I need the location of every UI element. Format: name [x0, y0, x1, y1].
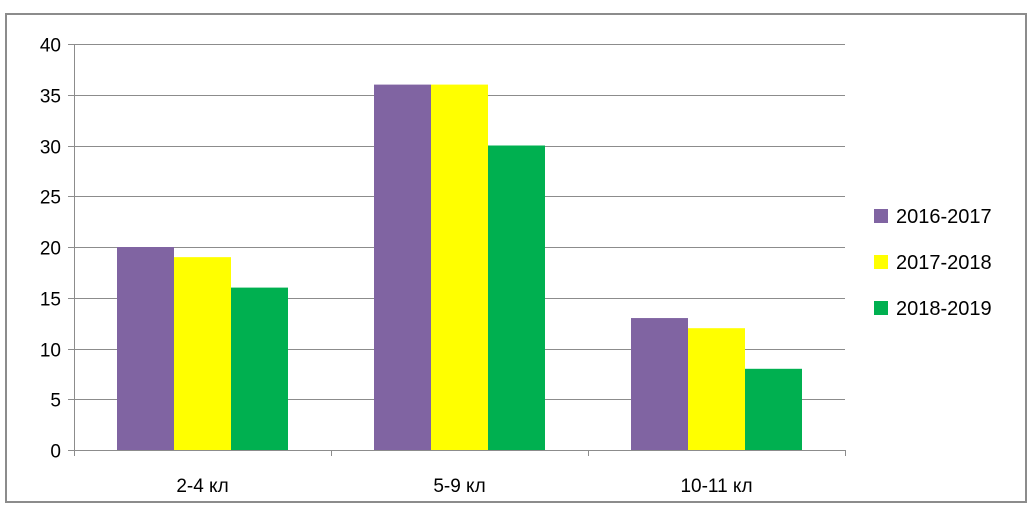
bar-2017-2018-10-11-кл	[688, 328, 745, 450]
bar-2017-2018-5-9-кл	[431, 84, 488, 450]
y-tick-label: 40	[40, 36, 61, 57]
y-tick-label: 35	[40, 87, 61, 108]
bars	[117, 84, 802, 450]
x-tick-label: 5-9 кл	[433, 476, 485, 497]
bar-2016-2017-10-11-кл	[631, 318, 688, 450]
y-axis-tick-labels: 0 5 10 15 20 25 30 35 40	[40, 36, 61, 463]
y-tick-label: 15	[40, 290, 61, 311]
x-axis-tick-labels: 2-4 кл 5-9 кл 10-11 кл	[176, 476, 752, 497]
y-tick-label: 0	[50, 442, 61, 463]
bar-2018-2019-2-4-кл	[231, 287, 288, 450]
bar-2017-2018-2-4-кл	[174, 257, 231, 450]
y-tick-label: 20	[40, 239, 61, 260]
bar-2016-2017-5-9-кл	[374, 84, 431, 450]
y-tick-label: 30	[40, 138, 61, 159]
legend-label: 2018-2019	[896, 298, 992, 320]
legend-label: 2017-2018	[896, 252, 992, 274]
bar-2018-2019-10-11-кл	[745, 368, 802, 450]
legend: 2016-2017 2017-2018 2018-2019	[874, 206, 992, 320]
legend-swatch	[874, 255, 888, 269]
bar-2018-2019-5-9-кл	[488, 145, 545, 450]
y-tick-label: 25	[40, 188, 61, 209]
y-tick-label: 5	[50, 391, 61, 412]
y-tick-label: 10	[40, 341, 61, 362]
legend-swatch	[874, 301, 888, 315]
legend-label: 2016-2017	[896, 206, 992, 228]
x-tick-label: 10-11 кл	[680, 476, 752, 497]
bar-2016-2017-2-4-кл	[117, 247, 174, 450]
x-tick-label: 2-4 кл	[176, 476, 228, 497]
axes	[68, 44, 846, 456]
legend-swatch	[874, 209, 888, 223]
